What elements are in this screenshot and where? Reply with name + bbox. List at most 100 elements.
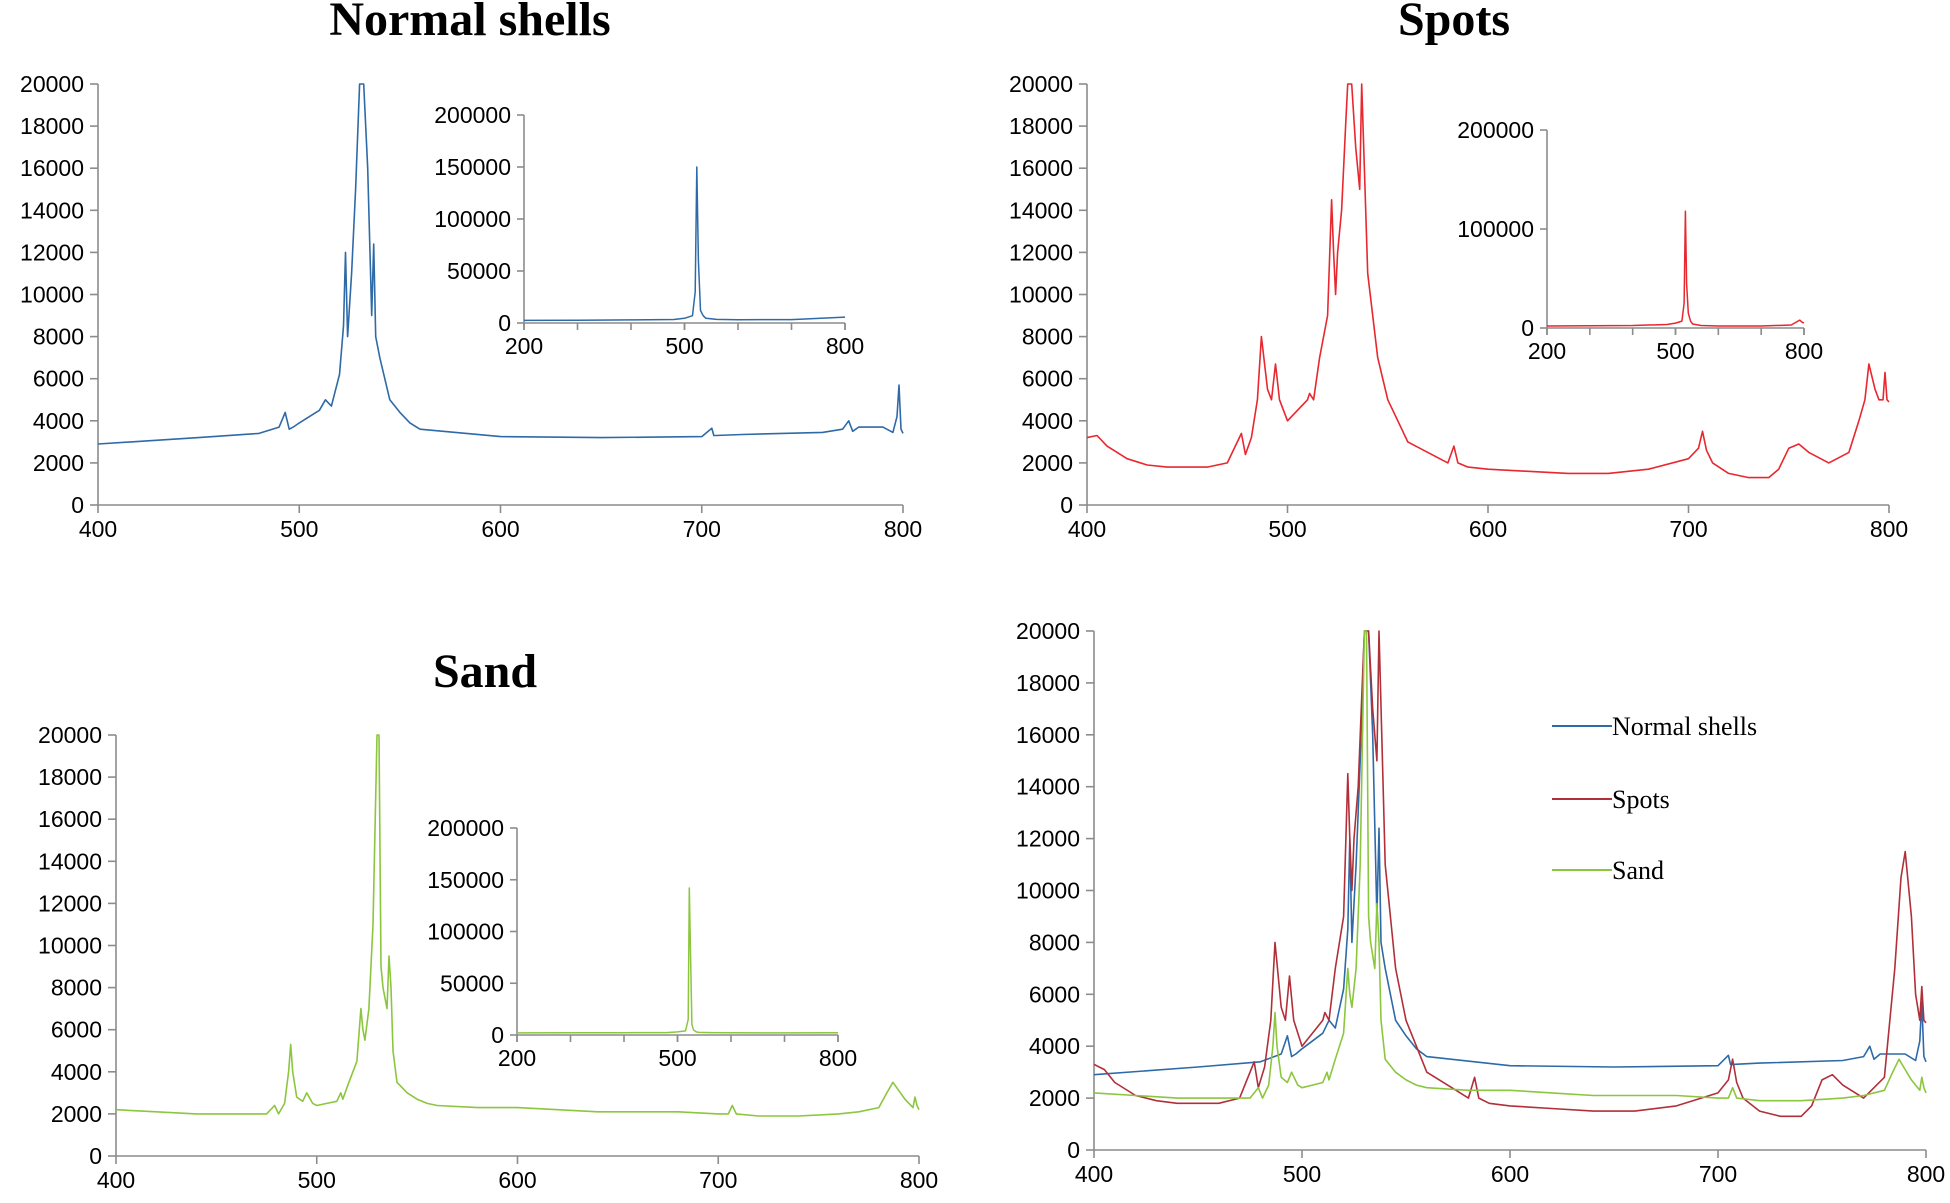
sand-y-tick-label: 4000 [51,1059,102,1085]
spots-y-tick-label: 4000 [1022,408,1073,434]
combined-x-tick-label: 400 [1075,1161,1113,1187]
spots-x-tick-label: 500 [1268,516,1306,542]
sand-y-tick-label: 2000 [51,1101,102,1127]
spots-y-tick-label: 14000 [1009,197,1073,223]
spots-y-tick-label: 16000 [1009,155,1073,181]
combined-y-tick-label: 4000 [1029,1033,1080,1059]
normal-shells-x-tick-label: 800 [884,516,922,542]
spots-inset-y-tick-label: 200000 [1457,117,1534,143]
spots-inset-x-tick-label: 800 [1785,338,1823,364]
normal-shells-inset-y-tick-label: 100000 [434,206,511,232]
normal-shells-inset-series [524,166,846,322]
sand-inset-y-tick-label: 200000 [427,815,504,841]
spots-x-tick-label: 700 [1669,516,1707,542]
title-normal-shells: Normal shells [329,0,610,46]
sand-inset-x-tick-label: 500 [658,1045,696,1071]
spots-inset-series [1547,210,1805,327]
sand-y-tick-label: 18000 [38,764,102,790]
normal-shells-x-tick-label: 600 [481,516,519,542]
sand-inset: 200 500 800 0 50000 100000 150000 200000 [427,815,857,1071]
spots-y-tick-label: 20000 [1009,71,1073,97]
normal-shells-y-tick-label: 2000 [33,450,84,476]
sand-inset-y-tick-label: 100000 [427,919,504,945]
normal-shells-y-tick-label: 6000 [33,366,84,392]
sand-x-tick-label: 600 [498,1167,536,1193]
normal-shells-y-tick-label: 12000 [20,239,84,265]
sand-y-tick-label: 8000 [51,975,102,1001]
sand-x-tick-label: 500 [298,1167,336,1193]
normal-shells-inset: 200 500 800 0 50000 100000 150000 200000 [434,102,864,359]
sand-y-tick-label: 20000 [38,722,102,748]
spots-y-tick-label: 0 [1060,492,1073,518]
sand-y-tick-label: 0 [89,1143,102,1169]
sand-x-tick-label: 700 [699,1167,737,1193]
combined-x-tick-label: 800 [1907,1161,1945,1187]
combined-y-tick-label: 12000 [1016,826,1080,852]
sand-y-tick-label: 16000 [38,806,102,832]
legend-label-spots: Spots [1612,785,1670,814]
normal-shells-y-tick-label: 16000 [20,155,84,181]
spots-x-tick-label: 400 [1068,516,1106,542]
sand-y-tick-label: 6000 [51,1017,102,1043]
normal-shells-inset-x-tick-label: 500 [665,333,703,359]
combined-y-tick-label: 14000 [1016,774,1080,800]
normal-shells-y-tick-label: 18000 [20,113,84,139]
sand-y-tick-label: 10000 [38,933,102,959]
combined-x-tick-label: 500 [1283,1161,1321,1187]
spots-inset-y-tick-label: 0 [1521,315,1534,341]
sand-y-tick-label: 14000 [38,848,102,874]
spots-y-tick-label: 12000 [1009,239,1073,265]
normal-shells-y-tick-label: 8000 [33,324,84,350]
spots-series-spots [1087,83,1890,479]
combined-y-tick-label: 10000 [1016,878,1080,904]
normal-shells-inset-y-tick-label: 50000 [447,258,511,284]
normal-shells-x-tick-label: 400 [79,516,117,542]
combined-y-tick-label: 16000 [1016,722,1080,748]
normal-shells-inset-y-tick-label: 200000 [434,102,511,128]
combined-y-tick-label: 0 [1067,1137,1080,1163]
normal-shells-x-tick-label: 700 [683,516,721,542]
sand-inset-y-tick-label: 0 [491,1022,504,1048]
combined-y-tick-label: 2000 [1029,1085,1080,1111]
normal-shells-x-tick-label: 500 [280,516,318,542]
normal-shells-y-tick-label: 0 [71,492,84,518]
normal-shells-y-tick-label: 10000 [20,282,84,308]
spots-inset-y-tick-label: 100000 [1457,216,1534,242]
normal-shells-y-tick-label: 20000 [20,71,84,97]
spots-inset-x-tick-label: 200 [1528,338,1566,364]
normal-shells-y-tick-label: 14000 [20,197,84,223]
sand-inset-y-tick-label: 50000 [440,970,504,996]
sand-inset-x-tick-label: 800 [819,1045,857,1071]
sand-inset-series [517,887,839,1034]
combined-series-spots [1094,630,1927,1118]
sand-x-tick-label: 800 [900,1167,938,1193]
spots-y-tick-label: 18000 [1009,113,1073,139]
spots-inset: 200 500 800 0 100000 200000 [1457,117,1823,364]
combined-y-tick-label: 18000 [1016,670,1080,696]
legend: Normal shells Spots Sand [1552,712,1757,885]
chart-normal-shells: 400 500 600 700 8000200040006000800010000120… [20,71,922,542]
spots-inset-x-tick-label: 500 [1656,338,1694,364]
title-spots: Spots [1398,0,1510,46]
combined-series-normal-shells [1094,630,1927,1076]
spots-x-tick-label: 800 [1870,516,1908,542]
chart-combined: 400 500 600 700 8000200040006000800010000120… [1016,618,1945,1187]
combined-y-tick-label: 6000 [1029,981,1080,1007]
sand-inset-y-tick-label: 150000 [427,867,504,893]
normal-shells-y-tick-label: 4000 [33,408,84,434]
spots-y-tick-label: 2000 [1022,450,1073,476]
spots-x-tick-label: 600 [1469,516,1507,542]
combined-x-tick-label: 700 [1699,1161,1737,1187]
spots-y-tick-label: 6000 [1022,366,1073,392]
normal-shells-inset-y-tick-label: 0 [498,310,511,336]
normal-shells-inset-y-tick-label: 150000 [434,154,511,180]
title-sand: Sand [433,645,537,698]
normal-shells-series-normal-shells [98,83,904,445]
chart-spots: 400 500 600 700 8000200040006000800010000120… [1009,71,1908,542]
combined-x-tick-label: 600 [1491,1161,1529,1187]
chart-sand: 400 500 600 700 8000200040006000800010000120… [38,722,938,1193]
sand-x-tick-label: 400 [97,1167,135,1193]
legend-label-normal-shells: Normal shells [1612,712,1757,741]
sand-series-sand [116,734,920,1117]
